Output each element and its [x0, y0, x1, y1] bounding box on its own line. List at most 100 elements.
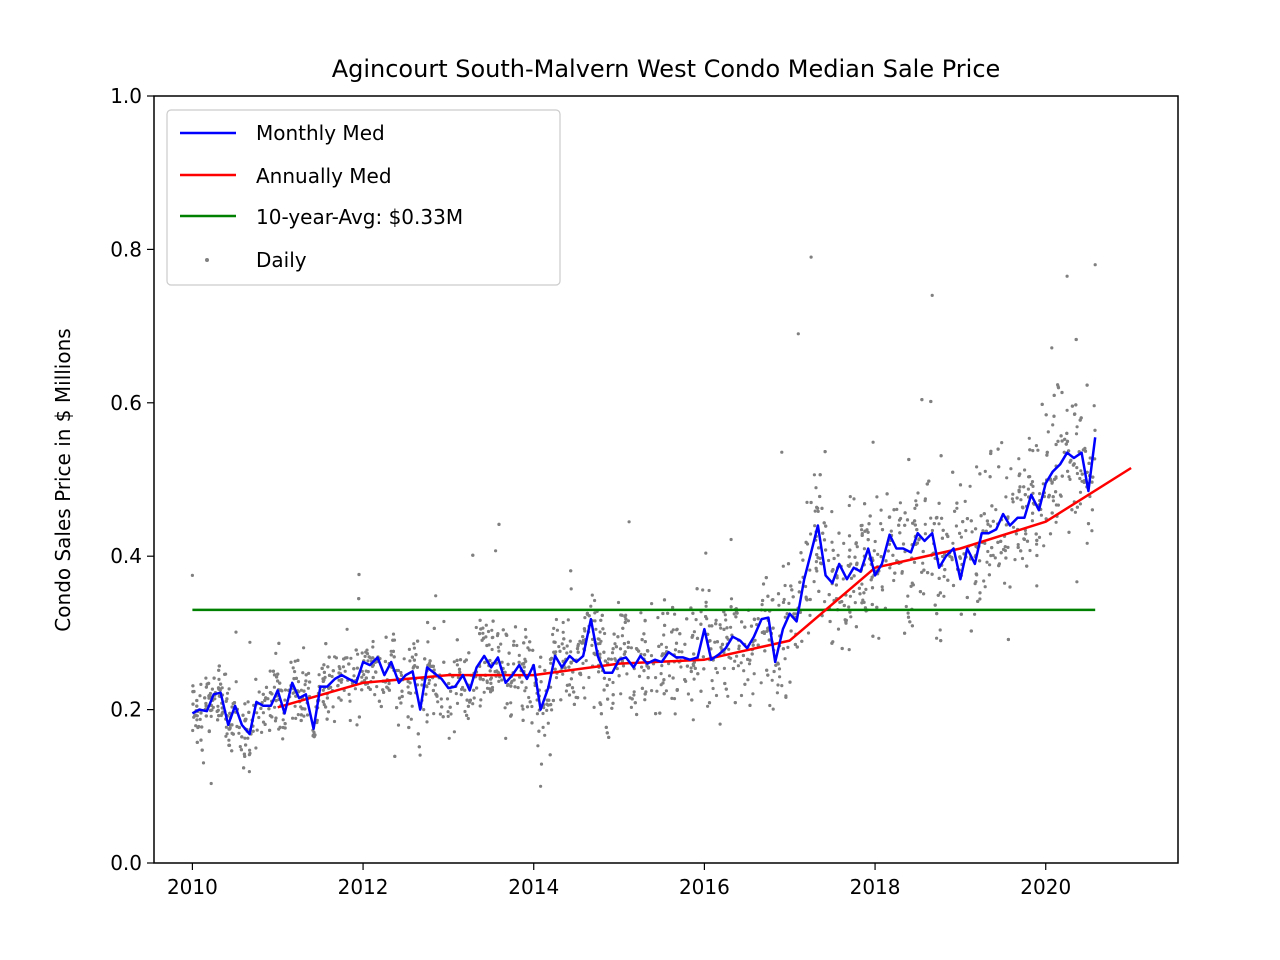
- daily-point: [261, 692, 265, 696]
- daily-point: [539, 762, 544, 766]
- daily-point: [296, 680, 301, 684]
- daily-point: [860, 533, 864, 538]
- daily-point: [860, 528, 864, 532]
- daily-point: [742, 669, 746, 673]
- daily-point: [860, 582, 864, 586]
- daily-point: [488, 669, 492, 673]
- daily-point: [382, 690, 386, 695]
- daily-point: [831, 548, 835, 552]
- daily-point: [759, 681, 763, 685]
- daily-point: [939, 454, 943, 458]
- daily-point: [321, 679, 325, 684]
- daily-point: [936, 593, 940, 597]
- daily-point: [619, 692, 623, 696]
- daily-point: [1059, 434, 1063, 438]
- daily-point: [1011, 492, 1015, 496]
- daily-point: [1035, 542, 1039, 546]
- daily-point: [355, 666, 359, 670]
- daily-point: [714, 693, 719, 698]
- daily-point: [799, 551, 803, 555]
- daily-point: [725, 626, 729, 630]
- daily-point: [718, 722, 722, 726]
- daily-point: [215, 709, 219, 714]
- daily-point: [317, 673, 321, 677]
- daily-point: [466, 704, 470, 708]
- daily-point: [449, 712, 453, 716]
- daily-point: [337, 678, 341, 682]
- daily-point: [640, 638, 644, 642]
- daily-point: [958, 483, 963, 487]
- daily-point: [723, 681, 727, 686]
- daily-point: [871, 634, 875, 638]
- daily-point: [748, 658, 752, 662]
- daily-point: [302, 714, 306, 718]
- daily-point: [465, 698, 469, 702]
- daily-point: [900, 571, 904, 575]
- daily-point: [289, 660, 293, 664]
- daily-point: [1036, 448, 1040, 452]
- daily-point: [979, 514, 983, 518]
- daily-point: [356, 652, 360, 656]
- y-axis: 0.0 0.2 0.4 0.6 0.8 1.0: [110, 84, 154, 875]
- daily-point: [959, 535, 964, 539]
- daily-point: [560, 642, 564, 646]
- daily-point: [1080, 472, 1084, 476]
- daily-point: [505, 702, 509, 706]
- daily-point: [1052, 477, 1057, 481]
- daily-point: [482, 636, 486, 640]
- daily-point: [427, 678, 432, 682]
- daily-point: [596, 637, 600, 641]
- daily-point: [294, 716, 298, 721]
- y-tick-label: 0.2: [110, 698, 142, 722]
- daily-point: [954, 524, 959, 528]
- daily-point: [1011, 500, 1015, 504]
- daily-point: [1051, 499, 1055, 503]
- daily-point: [302, 689, 306, 693]
- daily-point: [701, 655, 706, 659]
- daily-point: [603, 631, 607, 636]
- daily-point: [1060, 439, 1064, 443]
- daily-point: [567, 665, 571, 669]
- daily-point: [661, 681, 665, 685]
- daily-point: [432, 626, 436, 631]
- daily-point: [566, 618, 570, 622]
- daily-point: [659, 672, 663, 676]
- daily-point: [822, 538, 827, 542]
- daily-point: [409, 717, 413, 721]
- daily-point: [910, 624, 915, 628]
- daily-point: [903, 631, 907, 635]
- daily-point: [623, 650, 627, 654]
- daily-point: [921, 549, 925, 554]
- daily-point: [667, 662, 671, 666]
- daily-point: [448, 705, 452, 709]
- daily-point: [719, 645, 723, 649]
- daily-point: [841, 577, 845, 581]
- daily-point: [809, 500, 813, 505]
- daily-point: [327, 655, 331, 659]
- daily-point: [1088, 456, 1092, 460]
- daily-point: [613, 657, 617, 661]
- daily-point: [272, 685, 276, 689]
- daily-point: [821, 531, 825, 535]
- daily-point: [869, 578, 873, 582]
- daily-point: [789, 629, 793, 633]
- daily-point: [530, 704, 534, 709]
- daily-point: [364, 676, 368, 680]
- daily-point: [523, 689, 527, 693]
- daily-point: [496, 670, 500, 675]
- daily-point: [468, 698, 472, 702]
- daily-point: [752, 617, 757, 622]
- daily-point: [406, 685, 410, 689]
- daily-point: [610, 651, 615, 655]
- daily-point: [321, 677, 325, 681]
- daily-point: [536, 744, 540, 748]
- daily-point: [212, 676, 216, 680]
- daily-point: [600, 613, 604, 618]
- daily-point: [431, 688, 435, 693]
- daily-point: [983, 469, 987, 473]
- daily-point: [522, 641, 526, 645]
- daily-point: [246, 736, 250, 740]
- daily-point: [490, 647, 494, 652]
- daily-point: [987, 573, 992, 577]
- daily-point: [1083, 446, 1087, 450]
